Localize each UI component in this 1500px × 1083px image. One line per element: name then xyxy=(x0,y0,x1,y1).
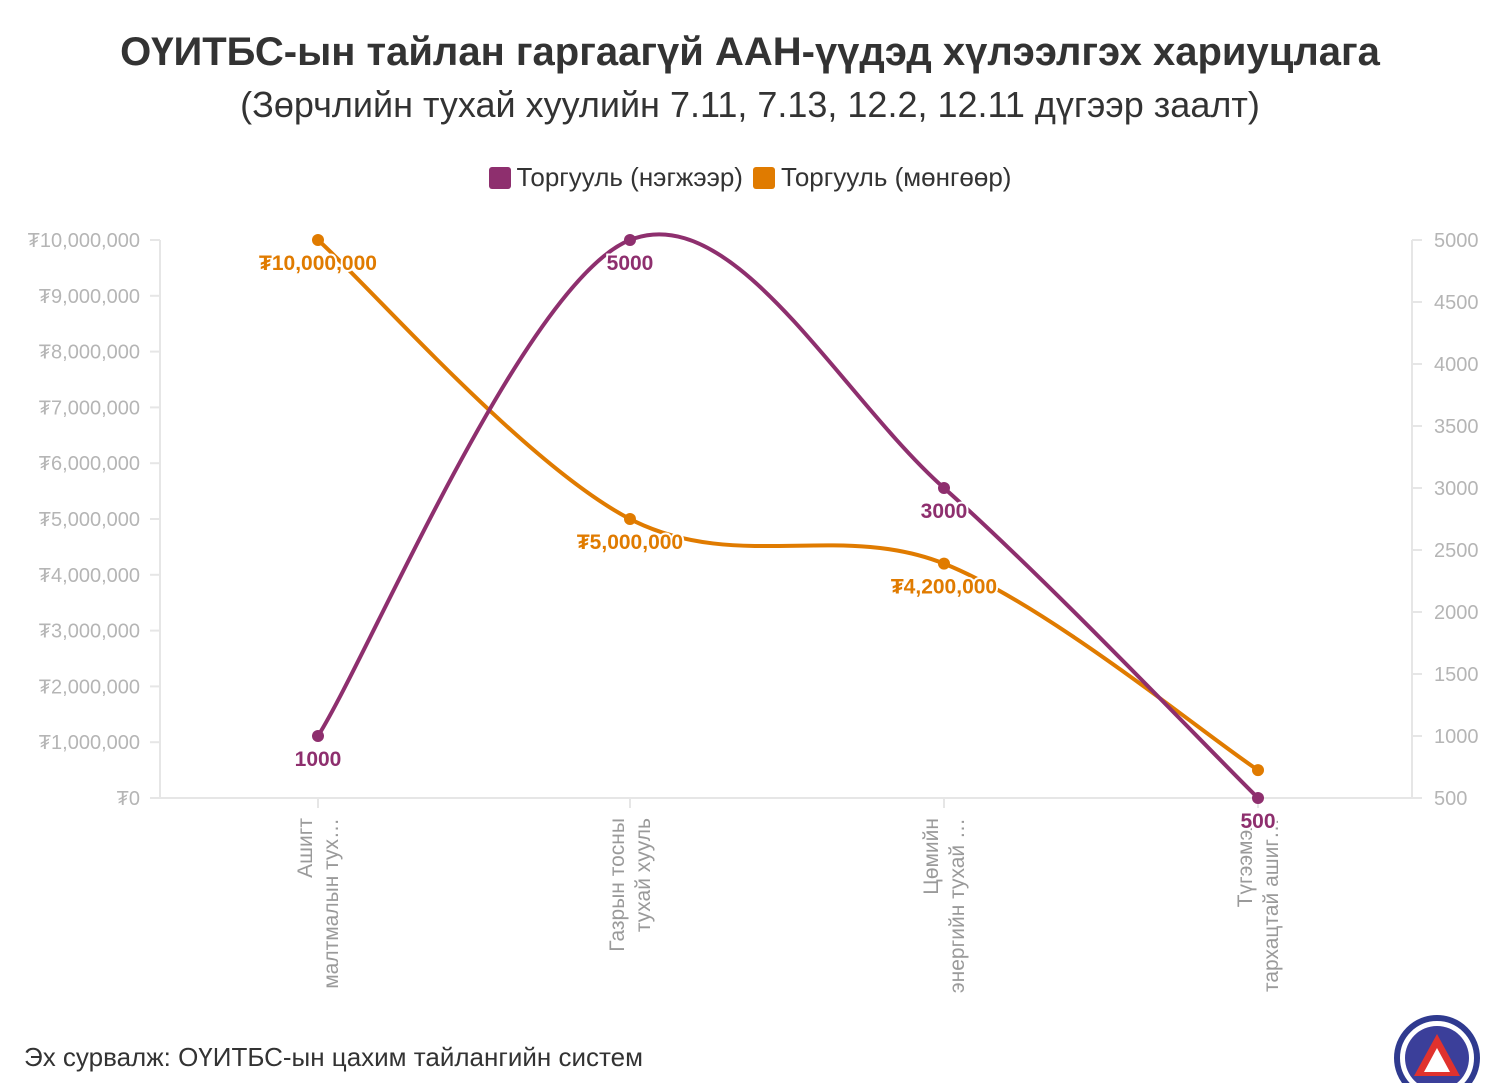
source-note: Эх сурвалж: ОҮИТБС-ын цахим тайлангийн с… xyxy=(24,1042,643,1072)
right-axis-tick-label: 500 xyxy=(1434,788,1467,810)
data-point-money xyxy=(938,557,950,570)
category-label-line: малтмалын тух… xyxy=(320,818,343,989)
category-label: Цөмийн энергийн тухай … xyxy=(920,818,969,993)
left-axis-tick-label: ₮2,000,000 xyxy=(39,676,140,698)
category-label-line: Газрын тосны xyxy=(606,818,629,952)
right-axis-tick-label: 2500 xyxy=(1434,540,1479,562)
legend-item-units[interactable]: Торгууль (нэгжээр) xyxy=(488,162,743,193)
data-point-units xyxy=(1252,792,1264,804)
left-axis-tick-label: ₮6,000,000 xyxy=(39,453,140,475)
data-point-units xyxy=(938,482,950,494)
category-label-line: Түгээмэл xyxy=(1234,818,1257,907)
chart-title: ОҮИТБС-ын тайлан гаргаагүй ААН-үүдэд хүл… xyxy=(120,30,1380,74)
legend-swatch-units xyxy=(488,166,511,189)
data-point-money xyxy=(312,234,324,246)
legend-swatch-money xyxy=(752,166,775,189)
left-axis-tick-label: ₮1,000,000 xyxy=(39,732,140,754)
data-label-money: ₮4,200,000 xyxy=(891,576,997,599)
category-label-line: тухай хууль xyxy=(632,818,655,932)
data-label-money: ₮10,000,000 xyxy=(259,252,377,275)
series-line-money xyxy=(316,238,1260,772)
series-line-units xyxy=(316,232,1260,800)
left-axis-tick-label: ₮3,000,000 xyxy=(39,621,140,643)
left-axis-tick-label: ₮7,000,000 xyxy=(39,397,140,419)
right-axis-tick-label: 4000 xyxy=(1434,354,1479,376)
right-axis-tick-label: 2000 xyxy=(1434,602,1479,624)
right-axis-tick-label: 3500 xyxy=(1434,416,1479,438)
left-axis-tick-label: ₮8,000,000 xyxy=(39,342,140,364)
data-label-units: 5000 xyxy=(607,252,654,275)
legend-label-money: Торгууль (мөнгөөр) xyxy=(780,162,1012,192)
left-axis-tick-label: ₮5,000,000 xyxy=(39,509,140,531)
right-axis-tick-label: 1500 xyxy=(1434,664,1479,686)
legend-item-money[interactable]: Торгууль (мөнгөөр) xyxy=(752,162,1012,193)
right-axis-tick-label: 4500 xyxy=(1434,292,1479,314)
left-axis-tick-label: ₮0 xyxy=(117,788,140,810)
data-label-units: 500 xyxy=(1240,810,1275,833)
legend-label-units: Торгууль (нэгжээр) xyxy=(516,162,743,192)
category-label: Газрын тосны тухай хууль xyxy=(606,818,655,952)
organization-logo xyxy=(1394,1015,1480,1083)
data-point-units xyxy=(312,730,324,742)
left-axis-tick-label: ₮4,000,000 xyxy=(39,565,140,587)
right-axis-tick-label: 5000 xyxy=(1434,230,1479,252)
legend: Торгууль (нэгжээр) Торгууль (мөнгөөр) xyxy=(0,162,1500,193)
category-label: Түгээмэл тархацтай ашиг… xyxy=(1234,818,1283,992)
left-axis-tick-label: ₮9,000,000 xyxy=(39,286,140,308)
data-point-money xyxy=(624,513,636,525)
left-axis-tick-label: ₮10,000,000 xyxy=(28,230,140,252)
data-point-units xyxy=(624,234,636,246)
data-label-money: ₮5,000,000 xyxy=(577,531,683,554)
right-axis-tick-label: 1000 xyxy=(1434,726,1479,748)
category-label: Ашигт малтмалын тух… xyxy=(294,818,343,989)
right-axis-tick-label: 3000 xyxy=(1434,478,1479,500)
category-label-line: Цөмийн xyxy=(920,818,943,895)
data-label-units: 3000 xyxy=(921,500,968,523)
chart-subtitle: (Зөрчлийн тухай хуулийн 7.11, 7.13, 12.2… xyxy=(240,84,1260,125)
category-label-line: тархацтай ашиг… xyxy=(1260,818,1283,992)
data-label-units: 1000 xyxy=(295,748,342,771)
category-label-line: энергийн тухай … xyxy=(946,818,969,993)
line-chart: ₮0 ₮1,000,000 ₮2,000,000 ₮3,000,000 ₮4,000,0… xyxy=(28,230,1479,993)
category-label-line: Ашигт xyxy=(294,818,317,878)
data-point-money xyxy=(1252,764,1264,777)
